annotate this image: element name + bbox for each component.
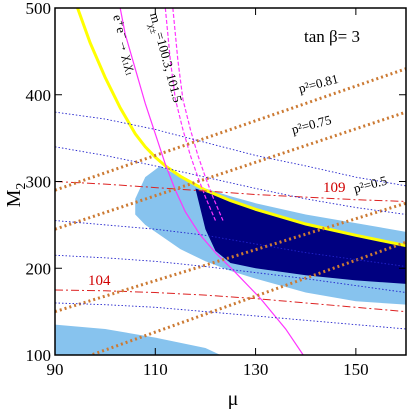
higgs-109-label: 109	[323, 180, 346, 196]
higgs-104-label: 104	[88, 273, 111, 289]
p081-annotation: p²=0.81	[297, 71, 340, 96]
ee-annotation: e⁺e⁻→ χ₁χ₁	[110, 13, 141, 77]
series-orange-low	[86, 240, 406, 355]
regions	[55, 165, 406, 355]
x-tick-label: 130	[243, 360, 269, 379]
series-blue-dotted-2	[55, 146, 406, 215]
series-red-dashdot-104	[55, 289, 406, 313]
chargino-sub: χ±	[146, 22, 160, 36]
series-red-dashdot-109	[55, 181, 406, 202]
series-blue-dotted-5	[55, 302, 406, 330]
y-tick-label: 100	[26, 346, 52, 365]
lines	[55, 8, 406, 355]
ticks: 90 110 130 150 100 200 300 400 500	[26, 0, 406, 379]
y-tick-label: 200	[26, 259, 52, 278]
series-orange-p075	[55, 110, 406, 231]
x-axis-title: μ	[228, 388, 239, 409]
y-axis-title: M2	[3, 183, 29, 208]
x-tick-label: 110	[143, 360, 168, 379]
series-orange-p081	[55, 67, 406, 192]
x-tick-label: 150	[343, 360, 369, 379]
y-axis-title-text: M2	[3, 183, 29, 208]
chargino-annotation: mχ±=100.3, 101.5	[143, 11, 185, 105]
series-magenta-solid	[119, 8, 304, 355]
y-tick-label: 300	[26, 173, 52, 192]
p075-annotation: p²=0.75	[290, 112, 333, 137]
tanbeta-label: tan β= 3	[304, 27, 360, 46]
chargino-m: m	[147, 11, 164, 25]
series-blue-dotted-1	[55, 111, 406, 187]
y-tick-label: 500	[26, 0, 52, 18]
series-yellow	[76, 8, 406, 248]
p05-annotation: p²=0.5	[352, 173, 389, 196]
y-axis-title-main: M	[3, 189, 25, 207]
region-dark-band	[195, 188, 406, 284]
chargino-vals: =100.3, 101.5	[152, 30, 185, 104]
series-blue-dotted-4	[55, 254, 406, 293]
series-orange-p05	[55, 201, 406, 314]
x-tick-label: 90	[47, 360, 64, 379]
y-axis-title-sub: 2	[14, 183, 29, 190]
y-tick-label: 400	[26, 86, 52, 105]
region-light-bottom	[55, 324, 221, 355]
series-blue-dotted-3	[55, 220, 406, 267]
